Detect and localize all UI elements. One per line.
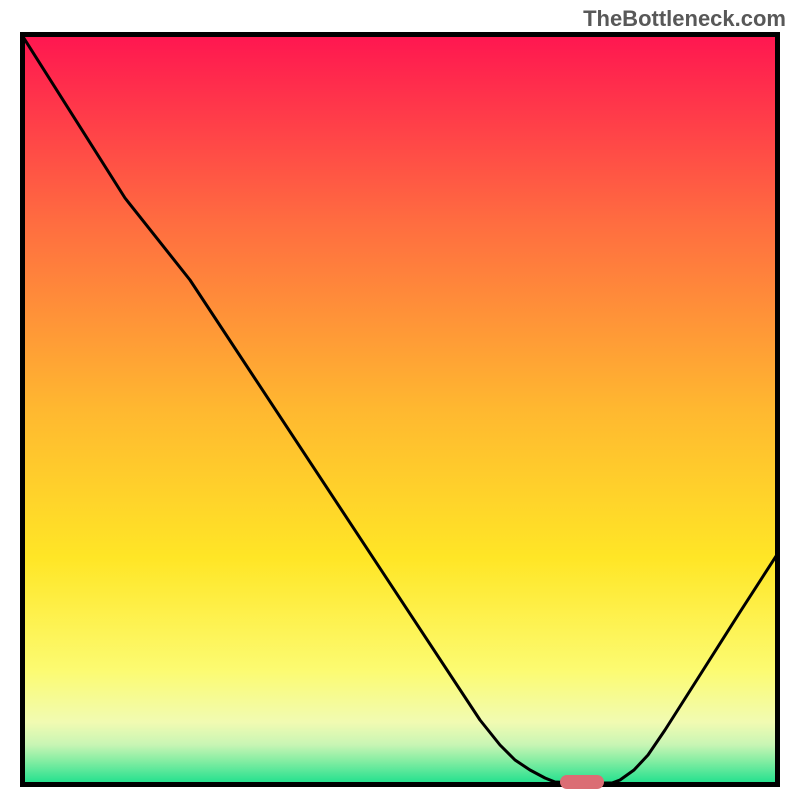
bottleneck-curve	[25, 37, 775, 782]
chart-container: TheBottleneck.com	[0, 0, 800, 800]
plot-area	[20, 32, 780, 787]
optimum-marker	[560, 775, 604, 789]
curve-path	[25, 37, 775, 782]
watermark-text: TheBottleneck.com	[583, 6, 786, 32]
